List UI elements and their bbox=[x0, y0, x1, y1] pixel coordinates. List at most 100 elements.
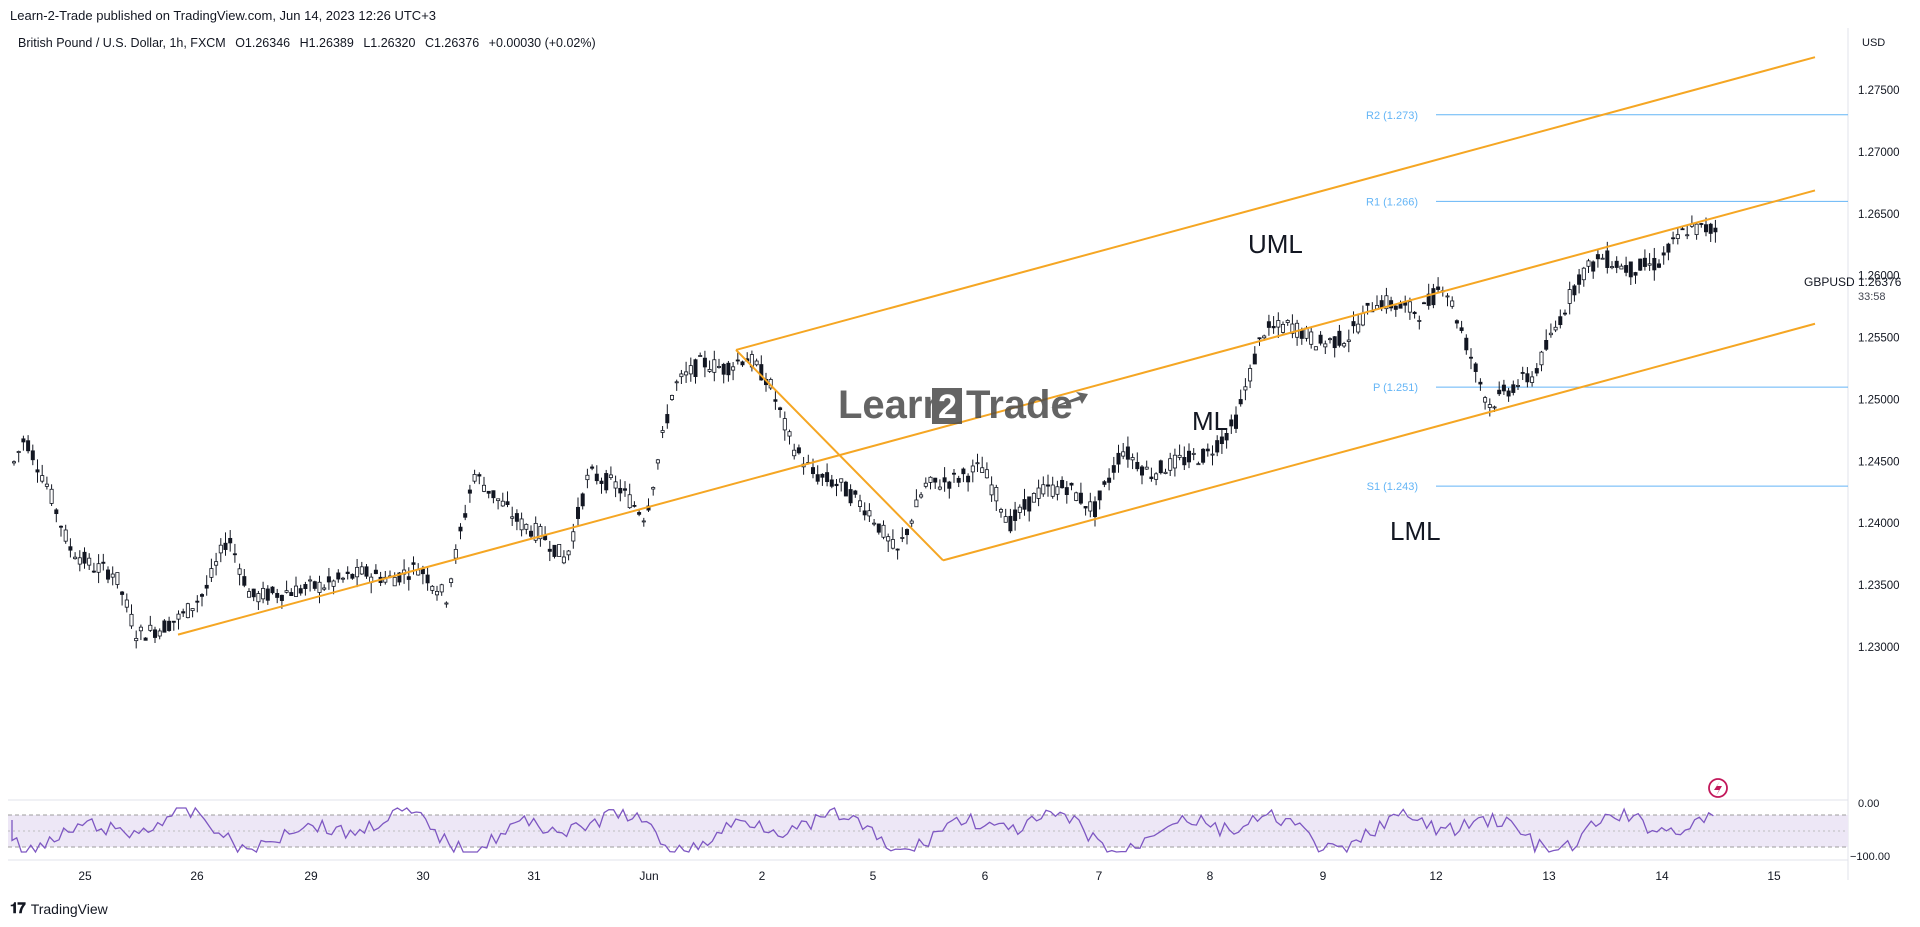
candle-body bbox=[209, 568, 214, 578]
candle-body bbox=[1130, 457, 1135, 461]
rsi-tick: −100.00 bbox=[1850, 851, 1890, 863]
candle-body bbox=[623, 488, 628, 491]
candle-body bbox=[1497, 389, 1502, 395]
candle-body bbox=[1624, 265, 1629, 273]
footer-brand[interactable]: 𝟏𝟕 TradingView bbox=[10, 900, 108, 917]
candle-body bbox=[651, 487, 656, 490]
candle-body bbox=[1041, 484, 1046, 495]
candle-body bbox=[707, 369, 712, 372]
candle-body bbox=[1642, 257, 1647, 267]
candle-body bbox=[152, 629, 157, 638]
candle-body bbox=[96, 563, 101, 573]
candle-body bbox=[829, 479, 834, 487]
candle-body bbox=[176, 613, 181, 620]
candle-body bbox=[867, 510, 872, 517]
candle-body bbox=[1548, 332, 1553, 336]
candle-body bbox=[434, 590, 439, 596]
candle-body bbox=[834, 483, 839, 487]
candle-body bbox=[129, 613, 134, 627]
candle-body bbox=[792, 449, 797, 457]
candle-body bbox=[942, 477, 947, 483]
candle-body bbox=[872, 522, 877, 525]
candle-body bbox=[825, 472, 830, 483]
candle-body bbox=[420, 568, 425, 575]
candle-body bbox=[44, 483, 49, 487]
candle-body bbox=[1567, 289, 1572, 304]
candle-body bbox=[1661, 252, 1666, 256]
candle-body bbox=[1520, 372, 1525, 374]
candle-body bbox=[1492, 406, 1497, 409]
candle-body bbox=[923, 482, 928, 487]
candle-body bbox=[463, 513, 468, 518]
candle-body bbox=[1257, 337, 1262, 340]
candle-body bbox=[1638, 258, 1643, 271]
andrews-pitchfork[interactable] bbox=[177, 56, 1816, 636]
candle-body bbox=[1182, 457, 1187, 466]
candle-body bbox=[350, 573, 355, 579]
price-tick: 1.26500 bbox=[1858, 209, 1900, 221]
candle-body bbox=[1600, 257, 1605, 260]
candle-body bbox=[1205, 448, 1210, 452]
candle-body bbox=[1323, 343, 1328, 348]
ohlc-high: H1.26389 bbox=[299, 36, 354, 50]
time-axis: 25 26 29 30 31 Jun 2 5 6 7 8 9 12 13 14 15 bbox=[78, 869, 1781, 883]
candle-body bbox=[467, 489, 472, 494]
candle-body bbox=[143, 637, 148, 641]
candle-body bbox=[735, 359, 740, 362]
candle-body bbox=[632, 505, 637, 507]
candle-body bbox=[1299, 330, 1304, 339]
pitchfork-median-line bbox=[177, 189, 1816, 636]
price-tick: 1.23000 bbox=[1858, 642, 1900, 654]
candle-body bbox=[533, 522, 538, 541]
candle-body bbox=[1652, 257, 1657, 271]
symbol-legend: British Pound / U.S. Dollar, 1h, FXCM O1… bbox=[18, 36, 602, 50]
candle-body bbox=[204, 584, 209, 589]
candle-body bbox=[430, 585, 435, 591]
watermark-digit: 2 bbox=[938, 388, 957, 426]
candle-body bbox=[1097, 490, 1102, 501]
candle-body bbox=[796, 447, 801, 454]
candle-body bbox=[947, 481, 952, 489]
candle-body bbox=[1469, 356, 1474, 359]
candle-body bbox=[890, 539, 895, 549]
axis-currency: USD bbox=[1862, 37, 1885, 49]
candle-body bbox=[1013, 509, 1018, 521]
candle-body bbox=[1450, 300, 1455, 307]
candle-body bbox=[1046, 484, 1051, 487]
candle-body bbox=[811, 467, 816, 475]
candle-body bbox=[576, 506, 581, 519]
candle-body bbox=[308, 579, 313, 582]
candle-body bbox=[754, 360, 759, 366]
time-tick: Jun bbox=[639, 869, 658, 883]
candle-body bbox=[1393, 305, 1398, 310]
candle-body bbox=[994, 487, 999, 502]
candle-body bbox=[933, 477, 938, 483]
candle-body bbox=[952, 472, 957, 475]
candle-body bbox=[1149, 476, 1154, 480]
candle-body bbox=[529, 530, 534, 537]
candle-body bbox=[397, 572, 402, 583]
candle-body bbox=[698, 355, 703, 357]
candle-body bbox=[453, 548, 458, 559]
candle-body bbox=[571, 531, 576, 542]
candle-body bbox=[660, 430, 665, 433]
candle-body bbox=[778, 407, 783, 411]
candle-body bbox=[1027, 496, 1032, 512]
candle-body bbox=[228, 537, 233, 544]
time-tick: 13 bbox=[1542, 869, 1556, 883]
candle-body bbox=[547, 548, 552, 552]
candle-body bbox=[1201, 448, 1206, 463]
candle-body bbox=[566, 550, 571, 556]
candle-body bbox=[759, 364, 764, 381]
candle-body bbox=[21, 438, 26, 443]
candle-body bbox=[1403, 302, 1408, 306]
candle-body bbox=[1680, 228, 1685, 231]
time-tick: 5 bbox=[870, 869, 877, 883]
candle-body bbox=[594, 473, 599, 482]
pivot-label: R2 (1.273) bbox=[1366, 110, 1418, 122]
candle-body bbox=[138, 626, 143, 632]
candle-body bbox=[185, 603, 190, 619]
alert-icon[interactable] bbox=[1708, 778, 1728, 798]
candle-body bbox=[481, 484, 486, 492]
